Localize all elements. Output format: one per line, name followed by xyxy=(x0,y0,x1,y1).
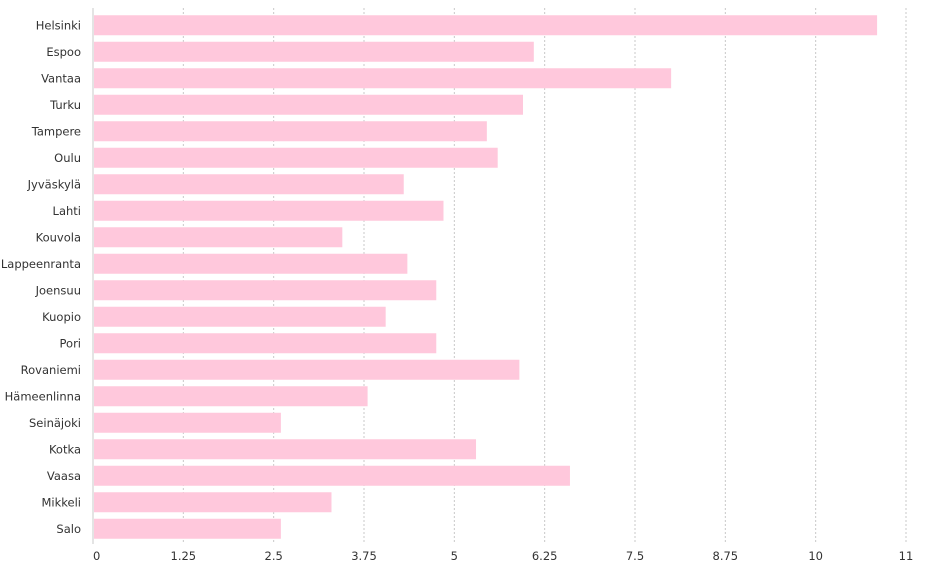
category-label: Mikkeli xyxy=(42,495,82,509)
bar[interactable] xyxy=(94,253,408,274)
bar[interactable] xyxy=(94,412,281,433)
category-label: Rovaniemi xyxy=(21,363,81,377)
bar[interactable] xyxy=(94,439,477,460)
bar[interactable] xyxy=(94,41,534,62)
category-label: Tampere xyxy=(31,124,81,138)
x-tick-label: 2.5 xyxy=(265,549,283,563)
category-label: Turku xyxy=(49,98,81,112)
bars xyxy=(94,15,878,539)
category-labels: Helsinki Espoo Vantaa Turku Tampere Oulu Jyväs… xyxy=(1,18,81,536)
category-label: Joensuu xyxy=(35,283,81,297)
grid-lines xyxy=(92,8,907,544)
category-label: Salo xyxy=(56,522,81,536)
category-label: Kouvola xyxy=(36,230,81,244)
bar[interactable] xyxy=(94,333,437,354)
x-tick-label: 0 xyxy=(93,549,100,563)
bar[interactable] xyxy=(94,121,487,142)
category-label: Pori xyxy=(60,336,81,350)
bar[interactable] xyxy=(94,174,404,195)
x-tick-label: 6.25 xyxy=(532,549,558,563)
category-label: Helsinki xyxy=(36,18,81,32)
bar[interactable] xyxy=(94,15,878,36)
category-label: Lahti xyxy=(53,204,81,218)
category-label: Oulu xyxy=(54,151,81,165)
bar[interactable] xyxy=(94,465,570,486)
category-label: Vantaa xyxy=(41,71,81,85)
x-tick-label: 5 xyxy=(451,549,458,563)
bar[interactable] xyxy=(94,200,444,221)
bar[interactable] xyxy=(94,492,332,513)
bar[interactable] xyxy=(94,68,672,89)
x-tick-label: 10 xyxy=(808,549,823,563)
x-tick-label: 3.75 xyxy=(351,549,377,563)
x-tick-label: 11 xyxy=(899,549,914,563)
bar[interactable] xyxy=(94,227,343,248)
category-label: Seinäjoki xyxy=(29,416,81,430)
bar[interactable] xyxy=(94,518,281,539)
category-label: Hämeenlinna xyxy=(5,389,81,403)
x-tick-label: 7.5 xyxy=(626,549,644,563)
x-tick-label: 8.75 xyxy=(713,549,739,563)
bar[interactable] xyxy=(94,280,437,301)
bar[interactable] xyxy=(94,306,386,327)
category-label: Kotka xyxy=(49,442,81,456)
bar[interactable] xyxy=(94,359,520,380)
bar[interactable] xyxy=(94,147,498,168)
category-label: Kuopio xyxy=(42,310,81,324)
category-label: Lappeenranta xyxy=(1,257,81,271)
category-label: Vaasa xyxy=(47,469,81,483)
category-label: Jyväskylä xyxy=(27,177,81,191)
x-tick-label: 1.25 xyxy=(171,549,197,563)
bar[interactable] xyxy=(94,94,523,115)
x-tick-labels: 0 1.25 2.5 3.75 5 6.25 7.5 8.75 10 11 xyxy=(93,549,913,563)
bar[interactable] xyxy=(94,386,368,407)
category-label: Espoo xyxy=(46,45,81,59)
